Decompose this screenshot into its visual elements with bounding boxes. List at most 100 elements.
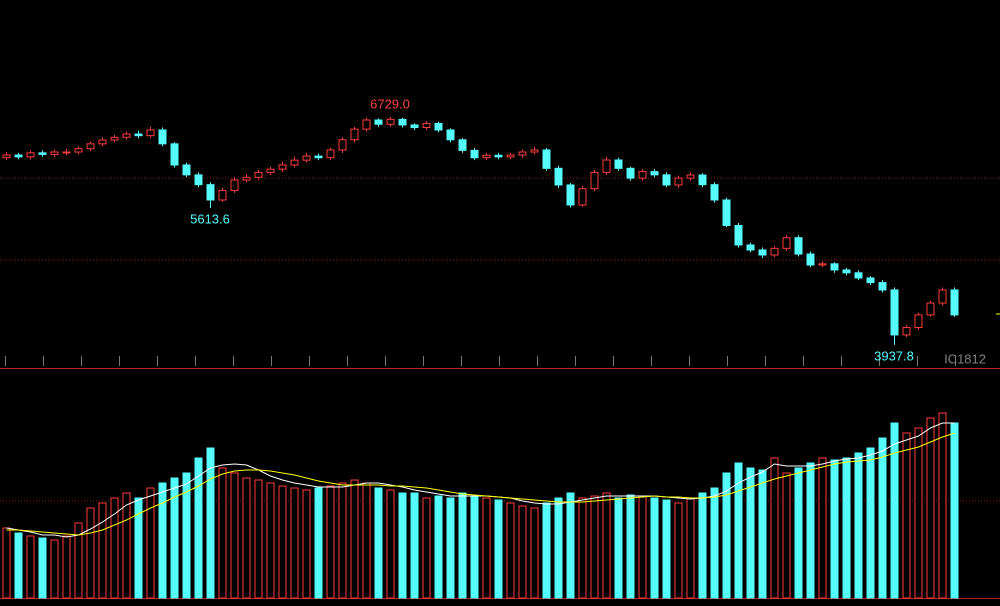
candle-body [710, 184, 719, 201]
volume-bar [950, 422, 959, 599]
candle-body [434, 122, 443, 131]
volume-bar [914, 427, 923, 599]
volume-bar [350, 479, 359, 599]
volume-bar [674, 502, 683, 599]
candle-body [950, 289, 959, 316]
candle-body [734, 224, 743, 246]
candle-body [206, 184, 215, 201]
candle-body [290, 159, 299, 166]
candle-body [506, 154, 515, 158]
candle-body [446, 129, 455, 141]
candle-body [662, 174, 671, 186]
volume-bar [902, 432, 911, 599]
candle-body [170, 143, 179, 166]
candle-body [638, 171, 647, 179]
volume-bar [614, 497, 623, 599]
volume-bar [386, 489, 395, 599]
volume-bar [854, 452, 863, 599]
candle-body [62, 151, 71, 154]
volume-bar [506, 502, 515, 599]
volume-bar [578, 497, 587, 599]
volume-bar [398, 492, 407, 599]
candle-body [230, 179, 239, 191]
volume-bar [290, 487, 299, 599]
volume-bar [722, 472, 731, 599]
volume-bar [746, 467, 755, 599]
candle-body [554, 167, 563, 186]
volume-bar [806, 462, 815, 599]
volume-bar [818, 457, 827, 599]
candle-body [410, 124, 419, 129]
extreme-label: 6729.0 [370, 96, 410, 111]
candle-body [386, 118, 395, 125]
volume-bar [530, 507, 539, 599]
extreme-label: 3937.8 [874, 348, 914, 363]
volume-bar [554, 497, 563, 599]
volume-bar [458, 492, 467, 599]
candle-body [302, 155, 311, 161]
candle-body [362, 119, 371, 130]
volume-bar [218, 467, 227, 599]
candle-body [14, 154, 23, 158]
candle-body [698, 174, 707, 186]
volume-bar [314, 487, 323, 599]
volume-bar [326, 485, 335, 599]
volume-bar [926, 417, 935, 599]
candle-body [350, 128, 359, 141]
candle-body [242, 176, 251, 181]
candle-body [374, 119, 383, 125]
volume-bar [542, 502, 551, 599]
volume-bar [206, 447, 215, 599]
volume-bar [830, 459, 839, 599]
candle-body [578, 188, 587, 206]
volume-bar [638, 495, 647, 599]
volume-bar [338, 482, 347, 599]
volume-bar [266, 482, 275, 599]
volume-bar [446, 497, 455, 599]
candle-body [674, 177, 683, 186]
candle-body [278, 164, 287, 170]
candle-body [746, 244, 755, 251]
candle-body [770, 247, 779, 256]
candle-body [326, 149, 335, 159]
candle-body [722, 199, 731, 226]
volume-bar [434, 495, 443, 599]
volume-bar [278, 485, 287, 599]
volume-bar [374, 487, 383, 599]
volume-bar [782, 472, 791, 599]
candle-body [266, 168, 275, 173]
candle-body [590, 171, 599, 190]
candle-body [182, 164, 191, 176]
candle-body [782, 237, 791, 249]
volume-bar [494, 499, 503, 599]
candle-body [98, 139, 107, 145]
candle-body [542, 149, 551, 169]
volume-bar [770, 457, 779, 599]
volume-bar [470, 495, 479, 599]
volume-bar [122, 492, 131, 599]
volume-bar [134, 497, 143, 599]
candle-body [338, 139, 347, 151]
volume-bar [146, 487, 155, 599]
candle-body [530, 149, 539, 153]
volume-bar [170, 477, 179, 599]
candle-body [482, 154, 491, 159]
volume-bar [698, 492, 707, 599]
candle-body [938, 289, 947, 304]
candle-body [878, 282, 887, 291]
volume-bar [758, 469, 767, 599]
volume-bar [842, 457, 851, 599]
volume-bar [158, 482, 167, 599]
candle-body [806, 253, 815, 266]
volume-bar [62, 535, 71, 599]
volume-bar [26, 535, 35, 599]
volume-bar [86, 507, 95, 599]
candle-body [122, 133, 131, 138]
volume-bar [602, 492, 611, 599]
volume-bar [710, 487, 719, 599]
candle-body [38, 152, 47, 155]
candle-body [146, 129, 155, 137]
extreme-label: 5613.6 [190, 211, 230, 226]
candle-body [602, 159, 611, 173]
